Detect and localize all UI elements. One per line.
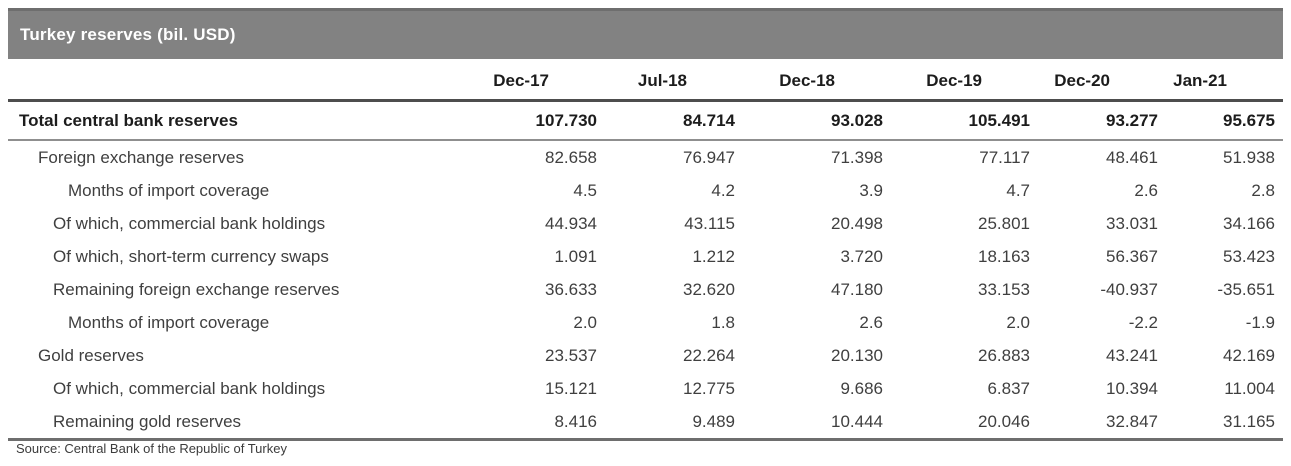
value-cell: 77.117 [979,147,1030,167]
table-row: Of which, short-term currency swaps 1.091… [8,240,1283,273]
table-row: Of which, commercial bank holdings 44.934… [8,207,1283,240]
value-cell: 84.714 [683,110,735,130]
row-label: Remaining gold reserves [53,411,242,431]
value-cell: 2.0 [573,312,597,332]
value-cell: -1.9 [1245,312,1275,332]
value-cell: 95.675 [1223,110,1275,130]
value-cell: 33.031 [1106,213,1158,233]
value-cell: 82.658 [545,147,597,167]
row-label: Foreign exchange reserves [38,147,245,167]
row-label: Of which, commercial bank holdings [53,378,326,398]
value-cell: -35.651 [1217,279,1275,299]
value-cell: 36.633 [545,279,597,299]
value-cell: 48.461 [1106,147,1158,167]
value-cell: 31.165 [1223,411,1275,431]
value-cell: 33.153 [978,279,1030,299]
row-label: Gold reserves [38,345,144,365]
value-cell: 71.398 [831,147,883,167]
row-label: Remaining foreign exchange reserves [53,279,340,299]
value-cell: 107.730 [535,110,597,130]
column-header-jul-18: Jul-18 [637,71,687,90]
value-cell: 15.121 [545,378,597,398]
column-header-jan-21: Jan-21 [1173,71,1227,90]
value-cell: 8.416 [554,411,597,431]
row-label: Of which, short-term currency swaps [53,246,329,266]
table-title: Turkey reserves (bil. USD) [20,25,236,44]
table-row: Total central bank reserves 107.730 84.714… [8,101,1283,140]
value-cell: 105.491 [968,110,1030,130]
value-cell: 51.938 [1223,147,1275,167]
row-label: Of which, commercial bank holdings [53,213,326,233]
value-cell: 93.277 [1106,110,1158,130]
value-cell: 2.0 [1006,312,1030,332]
value-cell: 2.6 [1134,180,1158,200]
value-cell: 1.212 [692,246,735,266]
column-header-dec-18: Dec-18 [779,71,835,90]
source-note: Source: Central Bank of the Republic of … [16,441,287,456]
value-cell: 10.394 [1106,378,1158,398]
value-cell: 20.130 [831,345,883,365]
value-cell: 12.775 [683,378,735,398]
value-cell: 4.5 [573,180,597,200]
table-body: Total central bank reserves 107.730 84.714… [8,101,1283,440]
value-cell: 4.7 [1006,180,1030,200]
reserves-table: Dec-17 Jul-18 Dec-18 Dec-19 Dec-20 Jan-21 Tot… [8,63,1283,441]
value-cell: 76.947 [683,147,735,167]
value-cell: 3.9 [859,180,883,200]
table-title-bar: Turkey reserves (bil. USD) [8,8,1283,59]
value-cell: 53.423 [1223,246,1275,266]
value-cell: 56.367 [1106,246,1158,266]
value-cell: 32.620 [683,279,735,299]
table-row: Foreign exchange reserves 82.658 76.947 71.… [8,140,1283,174]
value-cell: 20.046 [978,411,1030,431]
table-row: Of which, commercial bank holdings 15.121… [8,372,1283,405]
column-header-dec-19: Dec-19 [926,71,982,90]
value-cell: 26.883 [978,345,1030,365]
value-cell: 9.686 [840,378,883,398]
value-cell: 18.163 [978,246,1030,266]
column-header-dec-20: Dec-20 [1054,71,1110,90]
table-row: Months of import coverage 4.5 4.2 3.9 4.7 2.6… [8,174,1283,207]
column-header-dec-17: Dec-17 [493,71,549,90]
value-cell: 32.847 [1106,411,1158,431]
value-cell: 2.6 [859,312,883,332]
value-cell: 3.720 [840,246,883,266]
value-cell: 9.489 [692,411,735,431]
value-cell: 23.537 [545,345,597,365]
table-header-row: Dec-17 Jul-18 Dec-18 Dec-19 Dec-20 Jan-21 [8,63,1283,101]
header-spacer [8,63,455,101]
value-cell: 6.837 [987,378,1030,398]
table-row: Remaining foreign exchange reserves 36.63… [8,273,1283,306]
value-cell: 25.801 [978,213,1030,233]
value-cell: 93.028 [831,110,883,130]
value-cell: 44.934 [545,213,597,233]
value-cell: 22.264 [683,345,735,365]
row-label: Months of import coverage [68,180,270,200]
value-cell: 43.115 [684,213,735,233]
row-label: Total central bank reserves [19,110,238,130]
row-label: Months of import coverage [68,312,270,332]
value-cell: 47.180 [831,279,883,299]
value-cell: -40.937 [1100,279,1158,299]
table-container: Turkey reserves (bil. USD) Dec-17 Jul-18 D… [8,8,1283,441]
value-cell: 1.8 [711,312,735,332]
value-cell: 43.241 [1106,345,1158,365]
table-row: Gold reserves 23.537 22.264 20.130 26.883 43.… [8,339,1283,372]
value-cell: 42.169 [1223,345,1275,365]
value-cell: 1.091 [554,246,597,266]
value-cell: 20.498 [831,213,883,233]
value-cell: 34.166 [1223,213,1275,233]
value-cell: 10.444 [831,411,883,431]
value-cell: -2.2 [1128,312,1158,332]
value-cell: 4.2 [711,180,735,200]
value-cell: 11.004 [1224,378,1275,398]
table-row: Remaining gold reserves 8.416 9.489 10.444 2… [8,405,1283,440]
value-cell: 2.8 [1251,180,1275,200]
table-row: Months of import coverage 2.0 1.8 2.6 2.0 -2.… [8,306,1283,339]
